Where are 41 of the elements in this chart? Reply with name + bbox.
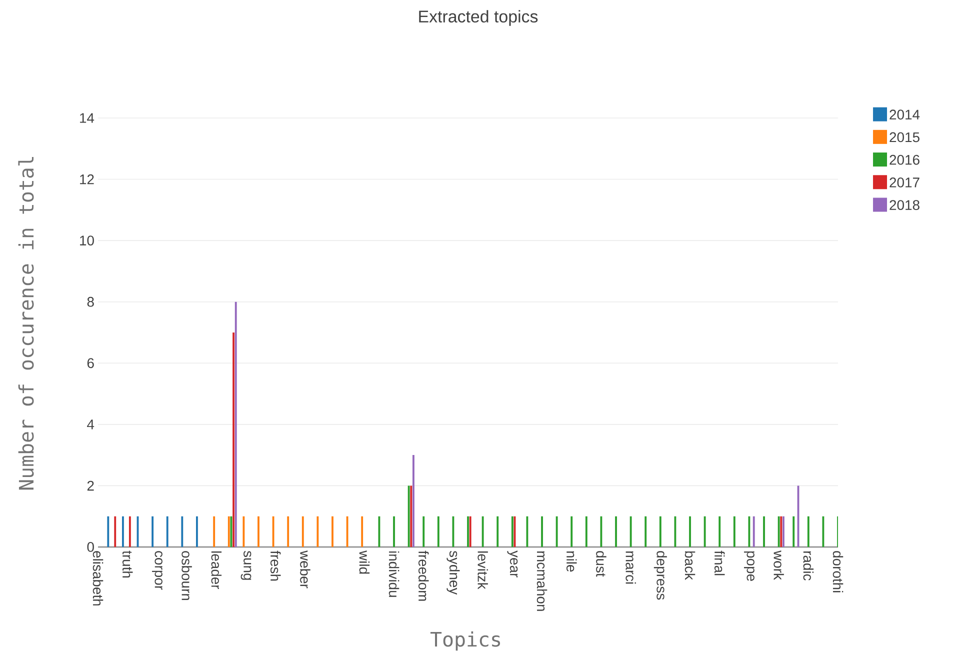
x-tick-label: radic bbox=[803, 551, 814, 580]
legend-label: 2015 bbox=[890, 132, 920, 142]
y-tick-label: 14 bbox=[80, 113, 94, 123]
y-tick-label: 8 bbox=[87, 296, 94, 307]
x-tick-label: corpor bbox=[152, 551, 162, 590]
x-tick-label: individu bbox=[388, 551, 400, 597]
y-tick-label: 0 bbox=[87, 542, 94, 552]
x-tick-label: pope bbox=[744, 551, 754, 581]
x-tick-label: year bbox=[507, 550, 518, 578]
legend-label: 2017 bbox=[890, 178, 920, 188]
x-tick-label: levitzk bbox=[478, 551, 488, 590]
y-tick-label: 4 bbox=[87, 420, 94, 430]
legend-label: 2016 bbox=[890, 154, 920, 165]
x-tick-label: dust bbox=[596, 551, 606, 577]
x-tick-label: back bbox=[684, 551, 696, 580]
y-axis-title: Number of occurence in total bbox=[18, 157, 34, 490]
x-tick-label: truth bbox=[122, 550, 133, 578]
x-tick-label: dorothi bbox=[832, 551, 844, 592]
y-tick-label: 12 bbox=[80, 174, 94, 184]
x-tick-label: work bbox=[774, 550, 784, 580]
y-tick-label: 2 bbox=[87, 480, 94, 491]
x-tick-label: freedom bbox=[418, 550, 429, 601]
chart-title: Extracted topics bbox=[419, 10, 538, 26]
legend-label: 2018 bbox=[890, 200, 920, 210]
x-tick-label: fresh bbox=[270, 550, 281, 581]
x-tick-label: nile bbox=[566, 551, 577, 572]
x-tick-label: leader bbox=[211, 551, 222, 590]
x-tick-label: elisabeth bbox=[92, 551, 104, 606]
x-tick-label: wild bbox=[359, 550, 370, 574]
x-tick-label: sydney bbox=[446, 550, 460, 595]
x-tick-label: sung bbox=[240, 550, 252, 580]
x-tick-label: marci bbox=[626, 551, 636, 584]
x-tick-label: depress bbox=[654, 551, 667, 600]
y-tick-label: 10 bbox=[80, 236, 94, 246]
x-tick-label: final bbox=[714, 550, 725, 576]
x-tick-label: mcmahon bbox=[536, 551, 548, 611]
legend-label: 2014 bbox=[890, 110, 920, 120]
y-tick-label: 6 bbox=[87, 358, 94, 368]
x-tick-label: osbourn bbox=[182, 551, 192, 600]
x-axis-title: Topics bbox=[430, 631, 500, 651]
x-tick-label: weber bbox=[300, 550, 310, 588]
